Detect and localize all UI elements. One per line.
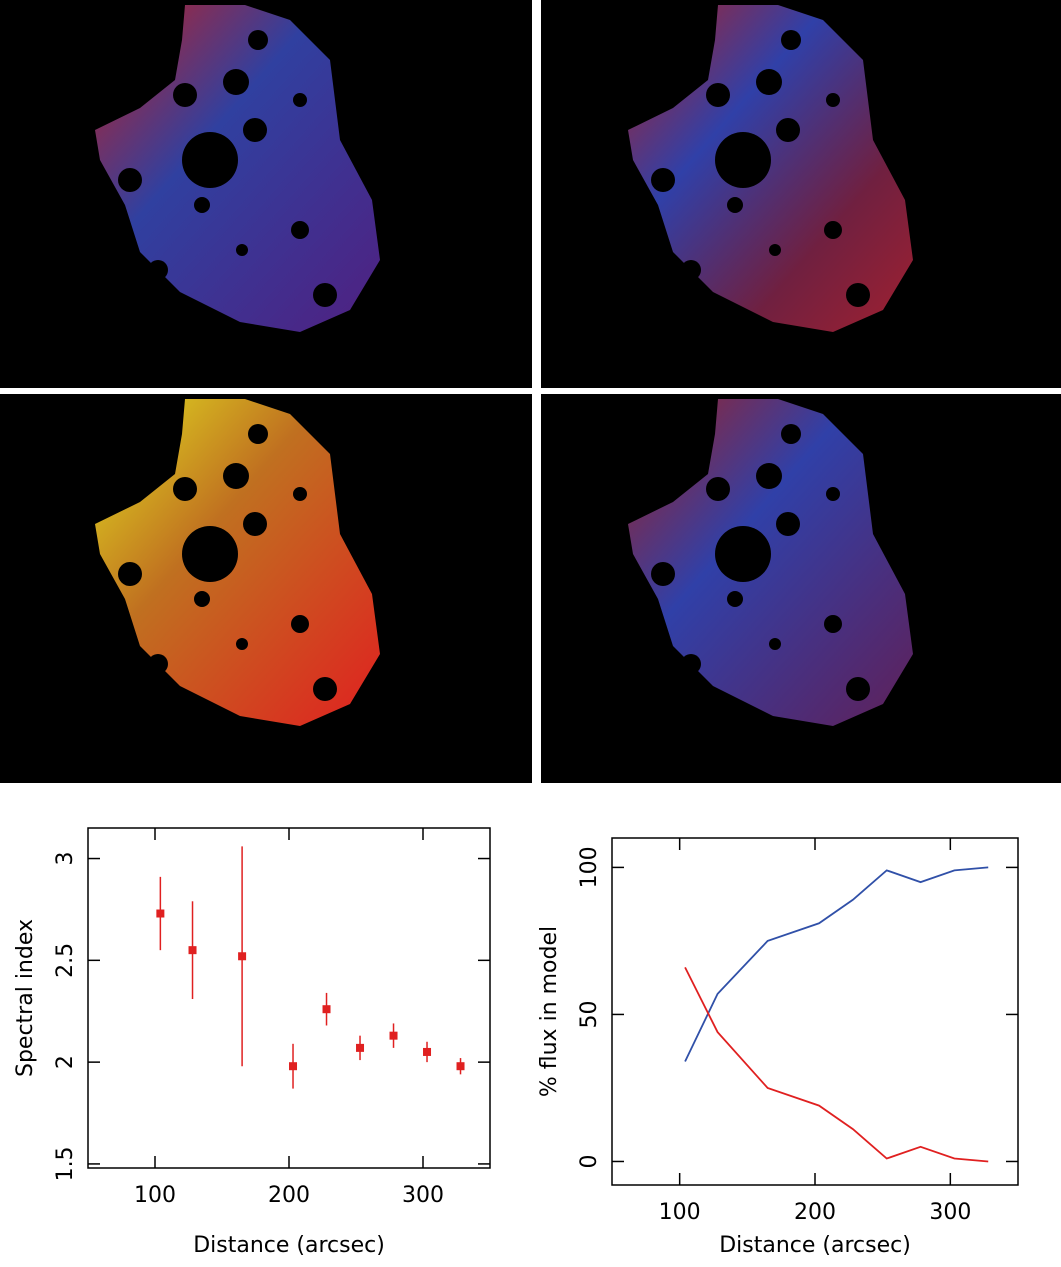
series-line — [684, 866, 989, 1062]
x-tick-label: 200 — [268, 1183, 310, 1208]
x-axis-label: Distance (arcsec) — [193, 1233, 385, 1258]
data-point — [356, 1043, 365, 1052]
x-tick-label: 300 — [402, 1183, 444, 1208]
x-tick-label: 100 — [134, 1183, 176, 1208]
x-axis-label: Distance (arcsec) — [719, 1233, 911, 1258]
data-point — [156, 909, 165, 918]
y-tick-label: 100 — [577, 846, 602, 888]
data-point — [456, 1062, 465, 1071]
plot-frame — [611, 837, 1019, 1186]
data-point — [322, 1005, 331, 1014]
y-tick-label: 1.5 — [53, 1146, 78, 1181]
data-point — [423, 1047, 432, 1056]
x-tick-label: 100 — [659, 1200, 701, 1225]
y-axis-label: % flux in model — [537, 926, 562, 1097]
data-point — [389, 1031, 398, 1040]
series-line — [684, 966, 989, 1163]
y-tick-label: 3 — [53, 852, 78, 866]
x-tick-label: 300 — [929, 1200, 971, 1225]
y-tick-label: 50 — [577, 1000, 602, 1028]
data-point — [238, 952, 247, 961]
x-tick-label: 200 — [794, 1200, 836, 1225]
y-tick-label: 2.5 — [53, 943, 78, 978]
data-point — [188, 946, 197, 955]
y-tick-label: 2 — [53, 1055, 78, 1069]
data-point — [289, 1062, 298, 1071]
plot-frame — [87, 827, 491, 1169]
y-tick-label: 0 — [577, 1154, 602, 1168]
y-axis-label: Spectral index — [13, 919, 38, 1077]
